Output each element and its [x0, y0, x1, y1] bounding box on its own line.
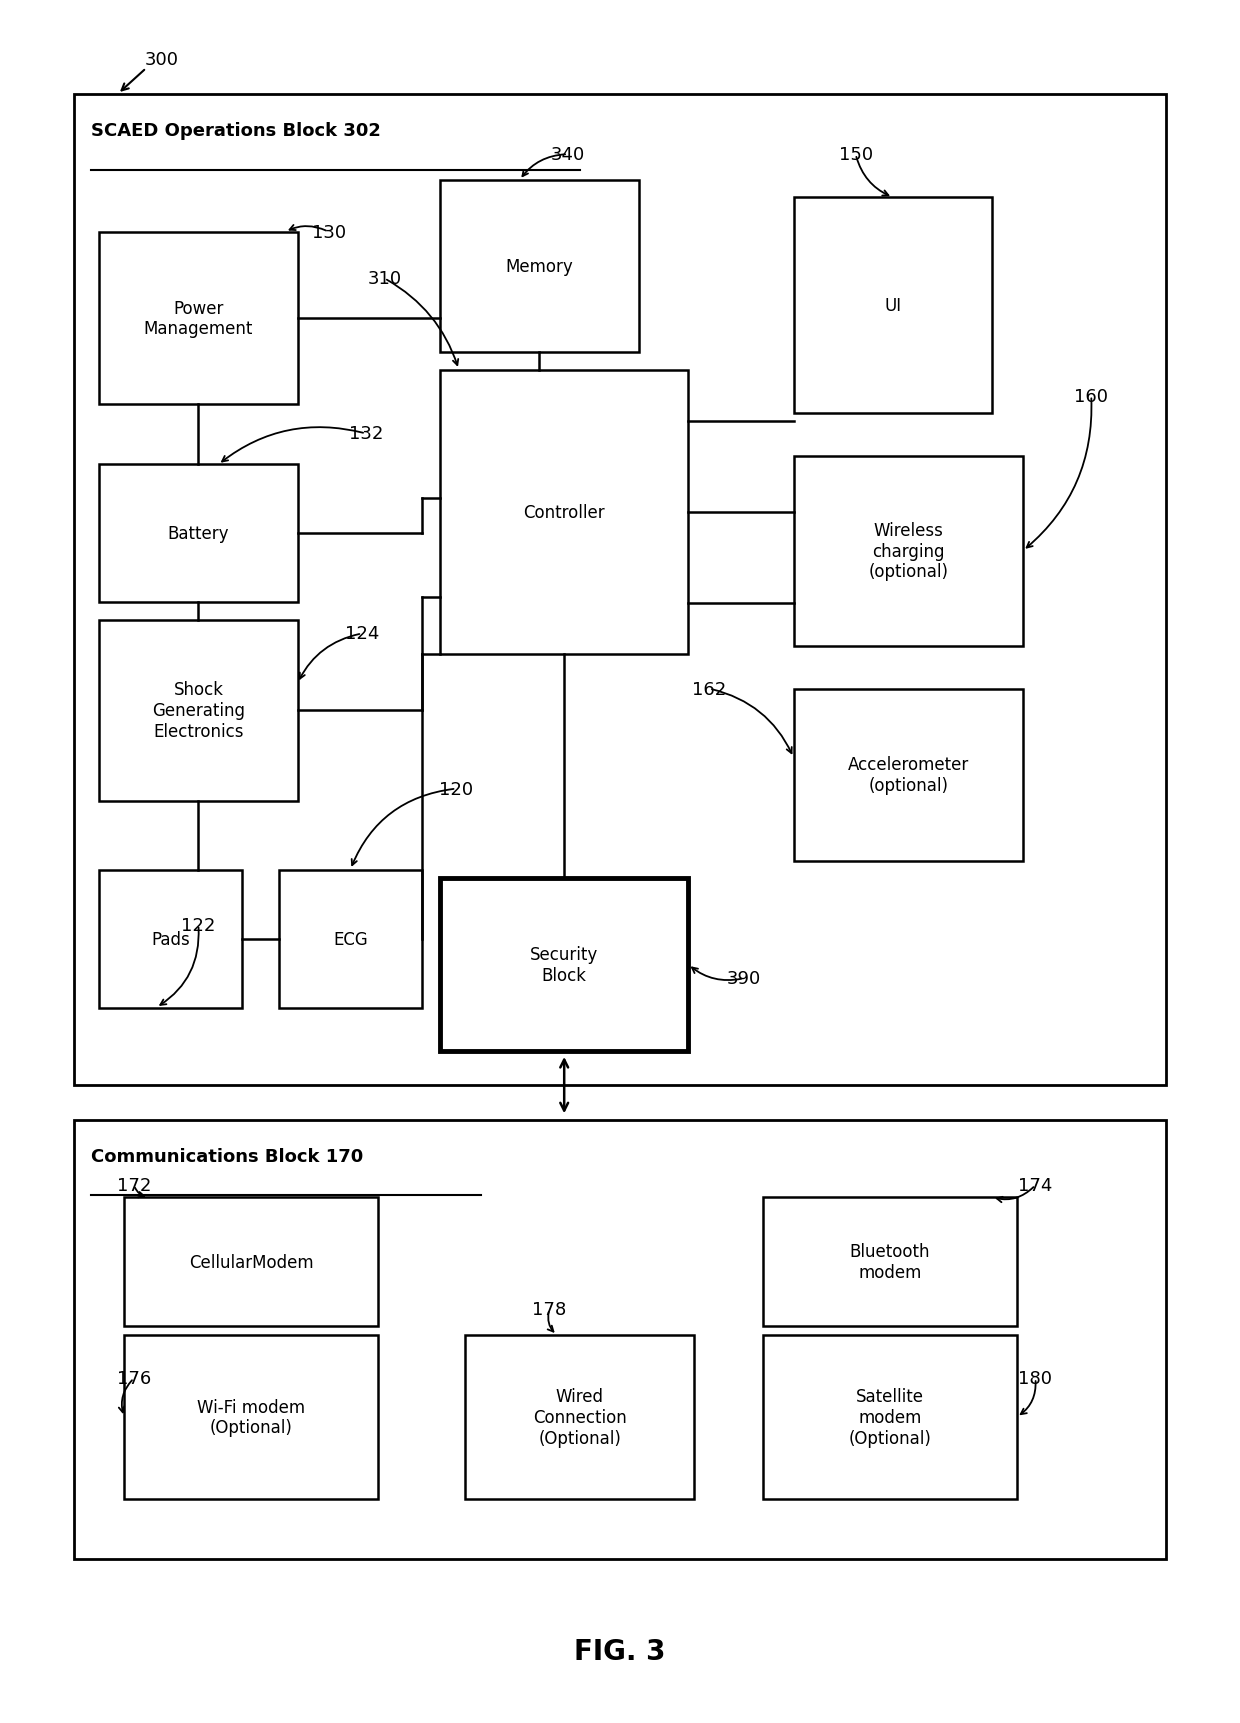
Text: SCAED Operations Block 302: SCAED Operations Block 302	[91, 122, 381, 140]
Text: 310: 310	[367, 271, 402, 288]
Text: Memory: Memory	[506, 258, 573, 276]
Text: Controller: Controller	[523, 503, 605, 522]
Bar	[124, 1197, 378, 1327]
Text: CellularModem: CellularModem	[188, 1253, 314, 1272]
Bar	[124, 1335, 378, 1499]
Bar	[279, 870, 422, 1008]
Bar	[440, 181, 639, 353]
Text: UI: UI	[884, 296, 901, 315]
Text: Satellite
modem
(Optional): Satellite modem (Optional)	[848, 1387, 931, 1447]
Bar	[794, 457, 1023, 646]
Text: Pads: Pads	[151, 930, 190, 948]
Text: 162: 162	[692, 681, 727, 698]
Bar	[99, 233, 298, 405]
Text: 172: 172	[117, 1177, 151, 1194]
Bar	[794, 689, 1023, 862]
Text: 390: 390	[727, 970, 761, 987]
Text: FIG. 3: FIG. 3	[574, 1637, 666, 1664]
Bar	[99, 620, 298, 801]
Text: 132: 132	[348, 426, 383, 443]
Text: Accelerometer
(optional): Accelerometer (optional)	[848, 756, 968, 794]
Text: ECG: ECG	[332, 930, 368, 948]
Bar	[763, 1197, 1017, 1327]
Bar	[440, 879, 688, 1051]
Text: 160: 160	[1074, 388, 1109, 405]
Text: 150: 150	[838, 146, 873, 164]
Text: Battery: Battery	[167, 526, 229, 543]
Text: 340: 340	[551, 146, 585, 164]
Text: 174: 174	[1018, 1177, 1053, 1194]
Bar	[794, 198, 992, 414]
Text: 180: 180	[1018, 1370, 1053, 1387]
Bar	[99, 870, 242, 1008]
Bar	[74, 1120, 1166, 1559]
Text: 178: 178	[532, 1301, 567, 1318]
Text: Wireless
charging
(optional): Wireless charging (optional)	[868, 522, 949, 581]
Text: Wi-Fi modem
(Optional): Wi-Fi modem (Optional)	[197, 1397, 305, 1437]
Text: 122: 122	[181, 917, 216, 934]
Bar	[465, 1335, 694, 1499]
Text: 176: 176	[117, 1370, 151, 1387]
Text: Wired
Connection
(Optional): Wired Connection (Optional)	[533, 1387, 626, 1447]
Text: 130: 130	[311, 224, 346, 241]
Text: 124: 124	[345, 625, 379, 643]
Text: 120: 120	[439, 781, 474, 798]
Text: Communications Block 170: Communications Block 170	[91, 1148, 363, 1165]
Text: Bluetooth
modem: Bluetooth modem	[849, 1242, 930, 1282]
Bar	[440, 370, 688, 655]
Text: Shock
Generating
Electronics: Shock Generating Electronics	[151, 681, 246, 741]
Text: 300: 300	[144, 52, 179, 69]
Bar	[763, 1335, 1017, 1499]
Text: Power
Management: Power Management	[144, 300, 253, 338]
Text: Security
Block: Security Block	[529, 946, 599, 984]
Bar	[74, 95, 1166, 1085]
Bar	[99, 465, 298, 603]
